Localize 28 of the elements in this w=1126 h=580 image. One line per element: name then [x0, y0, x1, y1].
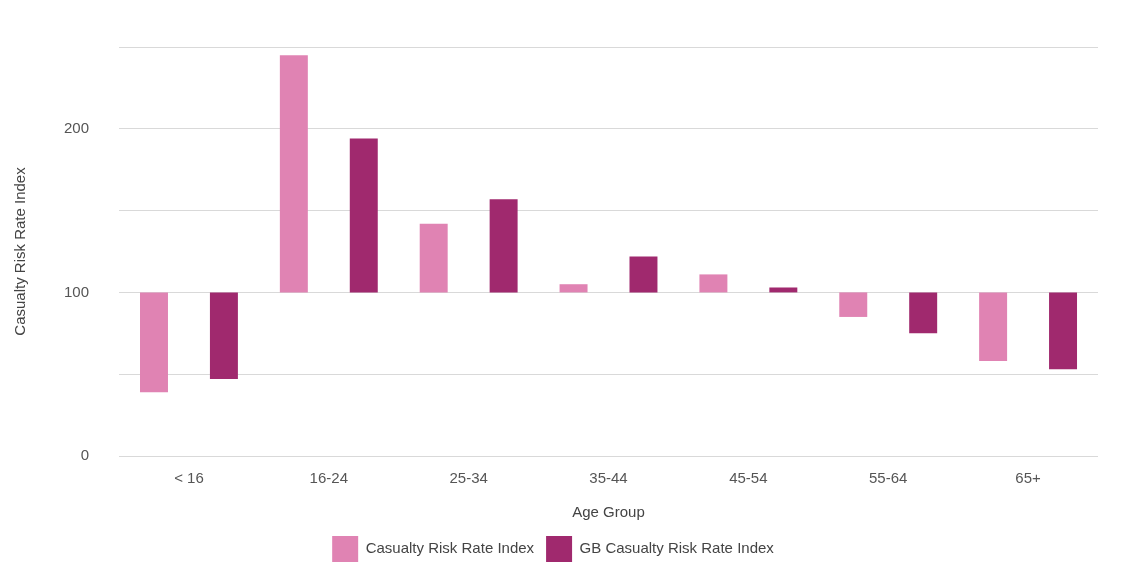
bar — [279, 55, 308, 293]
x-tick-label: 16-24 — [309, 469, 348, 487]
legend-label: GB Casualty Risk Rate Index — [579, 539, 775, 557]
bar — [140, 292, 168, 393]
bar — [699, 274, 728, 293]
y-tick-label: 100 — [64, 282, 90, 300]
bar — [559, 284, 588, 293]
bar — [1049, 292, 1078, 370]
bar — [769, 287, 798, 293]
bar — [629, 256, 658, 293]
x-tick-label: 35-44 — [589, 469, 628, 487]
y-tick-label: 0 — [80, 446, 90, 464]
x-axis-title: Age Group — [572, 503, 645, 521]
y-tick-label: 200 — [64, 118, 90, 136]
x-tick-label: < 16 — [174, 469, 204, 487]
bar — [419, 223, 448, 293]
bar — [979, 292, 1008, 362]
x-tick-label: 55-64 — [869, 469, 908, 487]
x-tick-label: 65+ — [1015, 469, 1042, 487]
bar — [489, 199, 518, 293]
bar — [839, 292, 868, 317]
legend-label: Casualty Risk Rate Index — [365, 539, 535, 557]
bar — [349, 138, 378, 293]
bar — [209, 292, 238, 380]
x-tick-label: 45-54 — [729, 469, 768, 487]
bar — [909, 292, 938, 334]
y-axis-title: Casualty Risk Rate Index — [11, 166, 29, 336]
x-tick-label: 25-34 — [449, 469, 488, 487]
